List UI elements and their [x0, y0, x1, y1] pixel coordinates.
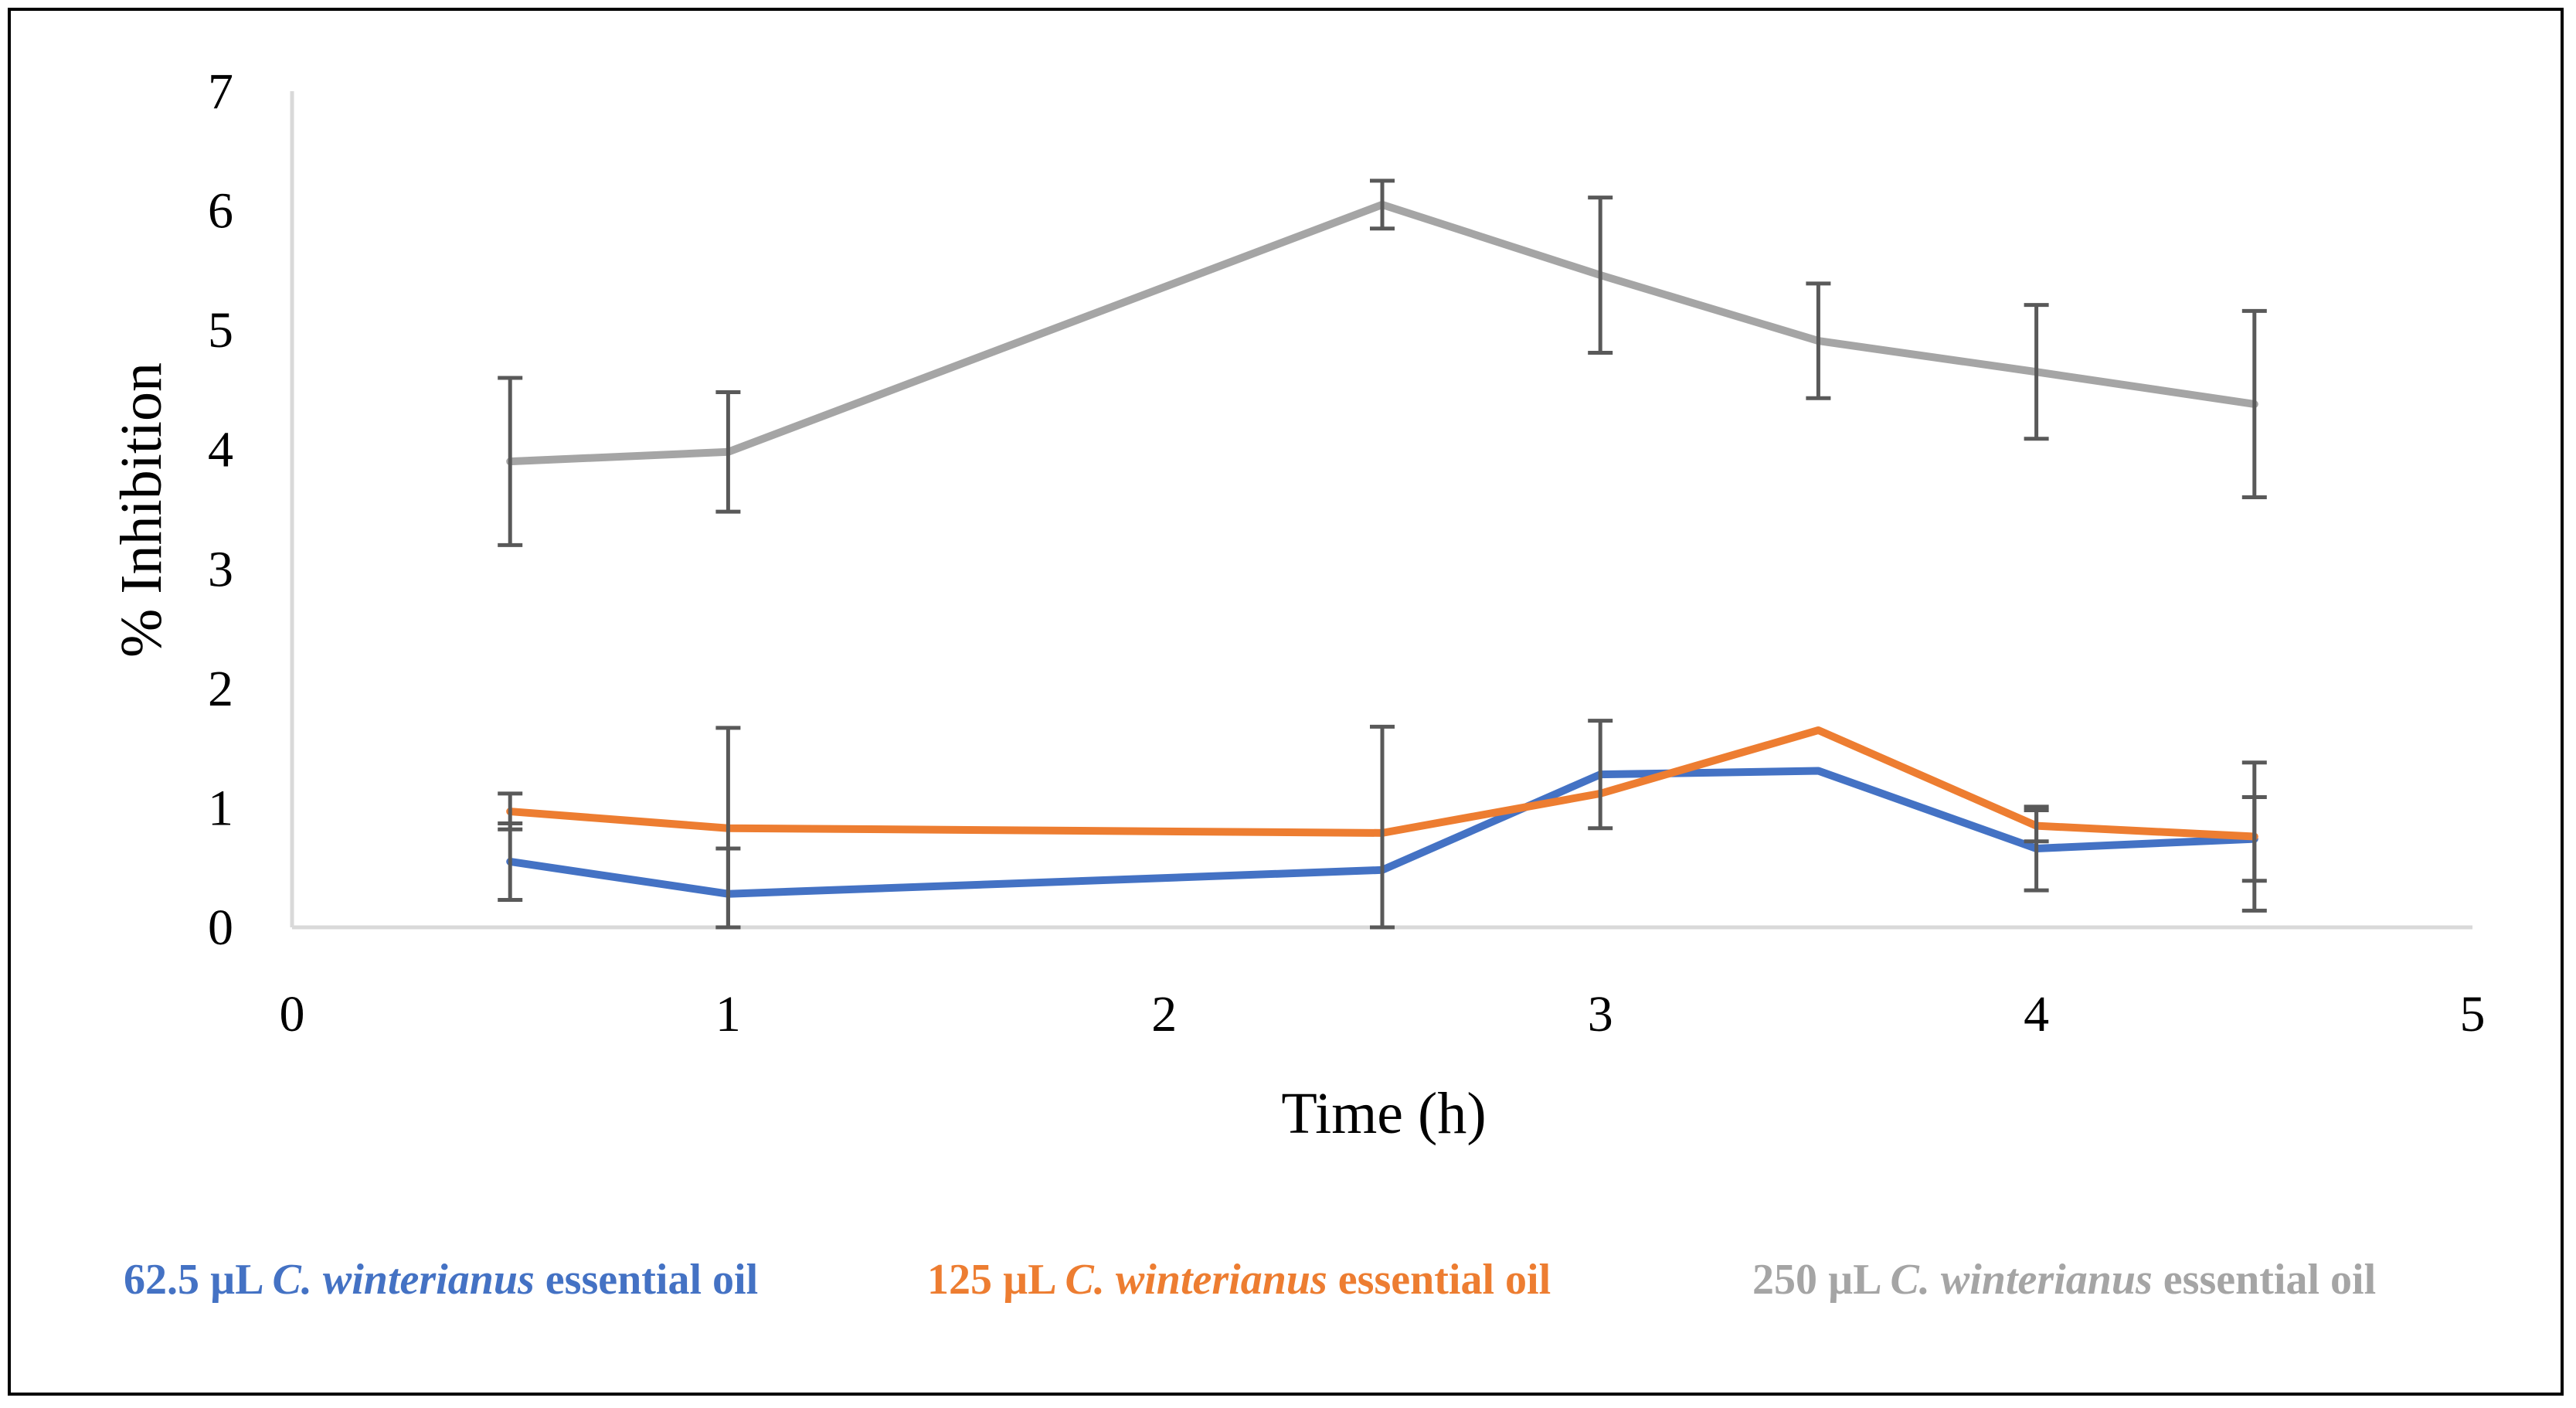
- legend-swatch-label: 250 µL C. winterianus essential oil: [1752, 1256, 2376, 1304]
- legend-dose: 250 µL: [1752, 1256, 1891, 1304]
- legend-suffix: essential oil: [534, 1256, 759, 1304]
- error-bars: [498, 179, 2267, 930]
- error-bar: [2024, 808, 2049, 844]
- y-tick-label: 0: [208, 900, 233, 956]
- y-tick-label: 6: [208, 183, 233, 240]
- error-bar: [2241, 760, 2267, 913]
- y-tick-label: 1: [208, 780, 233, 836]
- error-bar: [715, 726, 741, 930]
- legend-dose: 62.5 µL: [124, 1256, 273, 1304]
- error-bar: [1370, 179, 1395, 231]
- legend-species: C. winterianus: [272, 1256, 535, 1304]
- legend-entry-250: 250 µL C. winterianus essential oil: [1752, 1258, 2376, 1301]
- y-tick-label: 7: [208, 63, 233, 120]
- y-tick-label: 3: [208, 541, 233, 597]
- y-axis-title: % Inhibition: [109, 362, 174, 658]
- y-tick-label: 2: [208, 661, 233, 717]
- legend-dose: 125 µL: [927, 1256, 1065, 1304]
- tick-labels: 0 1 2 3 4 5 0 1 2 3 4 5 6 7: [208, 63, 2486, 1042]
- error-bar: [1588, 719, 1613, 831]
- error-bar: [2241, 308, 2267, 500]
- legend-entry-62-5: 62.5 µL C. winterianus essential oil: [124, 1258, 758, 1301]
- error-bar: [715, 390, 741, 514]
- x-tick-label: 4: [2024, 986, 2049, 1042]
- legend-species: C. winterianus: [1065, 1256, 1327, 1304]
- error-bar: [2024, 303, 2049, 441]
- error-bar: [498, 376, 523, 547]
- y-tick-label: 4: [208, 422, 233, 478]
- series-line-3: [506, 200, 2258, 466]
- x-tick-label: 3: [1588, 986, 1613, 1042]
- legend-suffix: essential oil: [2152, 1256, 2377, 1304]
- legend-swatch-label: 125 µL C. winterianus essential oil: [927, 1256, 1551, 1304]
- x-tick-label: 5: [2460, 986, 2486, 1042]
- legend-swatch-label: 62.5 µL C. winterianus essential oil: [124, 1256, 758, 1304]
- y-tick-label: 5: [208, 302, 233, 359]
- legend-suffix: essential oil: [1327, 1256, 1551, 1304]
- legend-entry-125: 125 µL C. winterianus essential oil: [927, 1258, 1551, 1301]
- legend-species: C. winterianus: [1890, 1256, 2153, 1304]
- x-tick-label: 2: [1151, 986, 1177, 1042]
- x-tick-label: 0: [280, 986, 305, 1042]
- error-bar: [1806, 281, 1831, 400]
- error-bar: [498, 791, 523, 832]
- x-tick-label: 1: [715, 986, 741, 1042]
- x-axis-title: Time (h): [1281, 1081, 1486, 1146]
- error-bar: [1370, 724, 1395, 930]
- error-bar: [1588, 196, 1613, 355]
- chart-frame: [8, 8, 2564, 1396]
